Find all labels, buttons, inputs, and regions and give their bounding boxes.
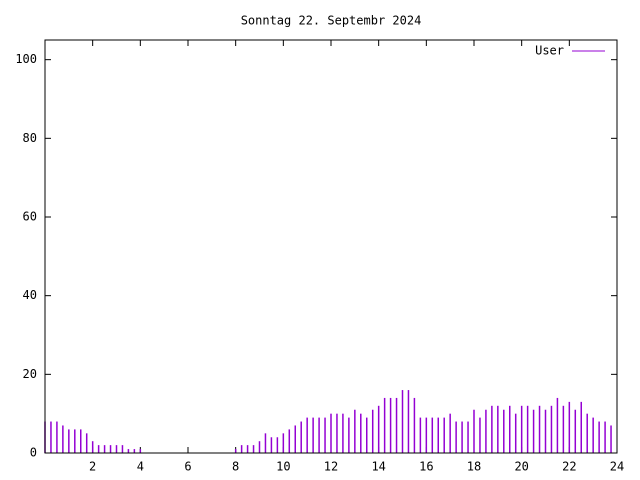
y-tick-label: 80 bbox=[23, 131, 37, 145]
x-tick-label: 10 bbox=[276, 460, 290, 474]
plot-border bbox=[44, 39, 618, 454]
chart-title: Sonntag 22. Septembr 2024 bbox=[241, 14, 422, 28]
y-tick-label: 40 bbox=[23, 288, 37, 302]
legend-label: User bbox=[535, 44, 564, 58]
y-tick-label: 20 bbox=[23, 367, 37, 381]
y-tick-label: 0 bbox=[30, 446, 37, 460]
x-tick-label: 16 bbox=[419, 460, 433, 474]
x-tick-label: 4 bbox=[137, 460, 144, 474]
x-tick-label: 6 bbox=[184, 460, 191, 474]
x-tick-label: 22 bbox=[562, 460, 576, 474]
y-tick-label: 60 bbox=[23, 210, 37, 224]
x-tick-label: 2 bbox=[89, 460, 96, 474]
x-tick-label: 24 bbox=[610, 460, 624, 474]
x-tick-label: 14 bbox=[371, 460, 385, 474]
x-tick-label: 20 bbox=[514, 460, 528, 474]
x-tick-label: 12 bbox=[324, 460, 338, 474]
y-tick-label: 100 bbox=[15, 52, 37, 66]
x-tick-label: 8 bbox=[232, 460, 239, 474]
x-tick-label: 18 bbox=[467, 460, 481, 474]
